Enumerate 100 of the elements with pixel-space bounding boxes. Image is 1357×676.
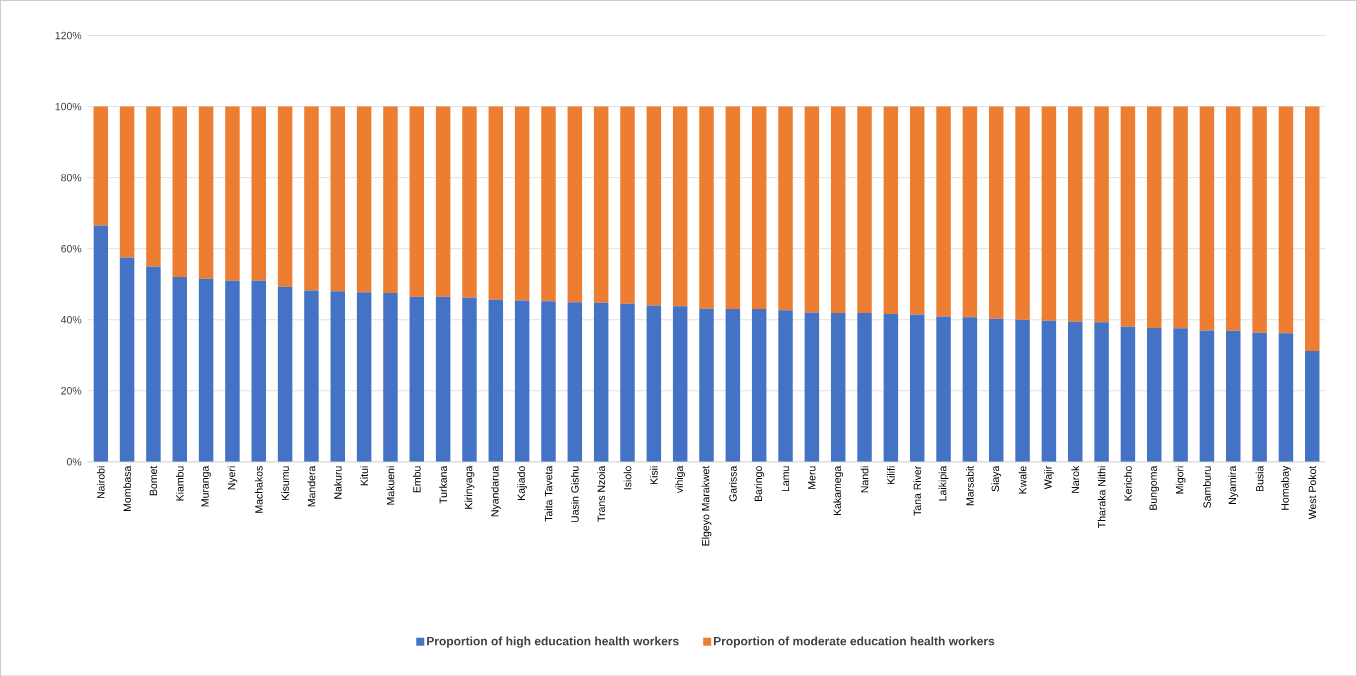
- x-tick-label: Machakos: [254, 465, 263, 513]
- bar: [1015, 319, 1030, 462]
- bar: [1068, 106, 1083, 322]
- bar: [1068, 321, 1083, 462]
- bar: [988, 318, 1004, 462]
- bar: [962, 317, 978, 462]
- bar: [830, 312, 846, 462]
- bar: [699, 106, 714, 309]
- bar: [804, 106, 820, 313]
- bar: [1120, 326, 1136, 462]
- x-tick-label: Makueni: [386, 466, 395, 505]
- bar: [1278, 106, 1294, 333]
- y-tick-label: 120%: [55, 31, 82, 40]
- bar: [646, 305, 662, 462]
- y-tick-label: 60%: [61, 244, 82, 253]
- bar: [988, 106, 1004, 319]
- legend-label: Proportion of moderate education health workers: [713, 636, 995, 648]
- bar: [435, 296, 451, 462]
- bar: [1147, 327, 1162, 462]
- x-tick-label: Wajir: [1044, 465, 1054, 489]
- y-tick-label: 40%: [60, 315, 82, 324]
- x-tick-label: Kisii: [649, 466, 658, 484]
- x-tick-label: Trans Nzoia: [597, 465, 606, 522]
- bar: [567, 106, 583, 303]
- bar: [804, 312, 820, 462]
- bar: [1173, 106, 1188, 329]
- x-tick-label: Migori: [1175, 466, 1186, 494]
- x-tick-label: Kwale: [1018, 465, 1027, 494]
- bar: [514, 106, 530, 301]
- bar: [541, 301, 556, 462]
- bar: [1226, 106, 1241, 331]
- bar: [146, 266, 161, 462]
- x-tick-label: Kiambu: [175, 466, 184, 501]
- x-tick-label: Tana River: [913, 465, 922, 516]
- bar: [356, 292, 372, 462]
- bar: [251, 106, 267, 281]
- bar: [172, 276, 187, 462]
- x-tick-label: Mandera: [307, 465, 316, 507]
- bar: [356, 106, 372, 293]
- bar: [646, 106, 662, 306]
- bar: [567, 302, 583, 462]
- x-tick-label: Homabay: [1281, 465, 1291, 510]
- bar: [699, 308, 714, 462]
- x-tick-label: Turkana: [439, 465, 447, 504]
- bar: [488, 106, 504, 300]
- bar: [93, 225, 108, 462]
- bar: [1199, 106, 1215, 331]
- bar: [620, 106, 635, 304]
- bar: [1252, 332, 1267, 462]
- bar: [119, 257, 135, 462]
- bar: [225, 280, 240, 462]
- bar: [936, 316, 951, 462]
- bar: [514, 300, 530, 462]
- bar: [593, 302, 609, 462]
- bar: [672, 106, 688, 306]
- x-tick-label: West Pokot: [1308, 465, 1317, 519]
- bar: [304, 290, 319, 462]
- bar: [883, 313, 899, 462]
- x-tick-label: Siaya: [991, 465, 1002, 492]
- bar: [1041, 106, 1057, 321]
- y-tick-label: 20%: [61, 386, 82, 395]
- x-tick-label: Kilifi: [887, 466, 895, 484]
- bar: [1305, 106, 1320, 351]
- y-tick-label: 80%: [61, 173, 82, 182]
- legend-label: Proportion of high education health workers: [427, 636, 679, 648]
- bar: [751, 308, 767, 462]
- bar: [146, 106, 161, 267]
- bar: [936, 106, 951, 317]
- x-tick-label: Kajiado: [517, 465, 528, 500]
- bar: [1278, 332, 1294, 462]
- x-tick-label: Kitui: [360, 466, 368, 486]
- x-tick-label: Marsabit: [966, 465, 974, 505]
- bar: [225, 106, 240, 281]
- bar: [1094, 321, 1109, 462]
- bar: [909, 314, 925, 462]
- x-tick-label: Nyandarua: [490, 465, 501, 517]
- x-tick-label: Nairobi: [96, 466, 105, 498]
- bar: [725, 308, 741, 462]
- bar: [330, 106, 346, 292]
- x-tick-label: vihiga: [675, 465, 686, 493]
- bar: [830, 106, 846, 313]
- bar: [462, 106, 477, 298]
- bar: [251, 280, 267, 462]
- bar: [304, 106, 319, 291]
- bar: [93, 106, 108, 226]
- bar: [1147, 106, 1162, 328]
- bar: [541, 106, 556, 302]
- x-tick-label: Nakuru: [333, 466, 342, 499]
- x-tick-label: Elgeyo Marakwet: [701, 465, 712, 546]
- bar: [409, 106, 425, 297]
- bar: [409, 296, 425, 462]
- bar: [593, 106, 609, 303]
- bar: [1015, 106, 1030, 320]
- bar: [435, 106, 451, 297]
- x-tick-label: Nandi: [860, 466, 869, 493]
- bar: [620, 303, 635, 462]
- x-tick-label: Baringo: [754, 465, 765, 501]
- bar: [672, 305, 688, 462]
- x-tick-label: Mombasa: [123, 465, 131, 511]
- x-tick-label: Nyamira: [1228, 465, 1239, 504]
